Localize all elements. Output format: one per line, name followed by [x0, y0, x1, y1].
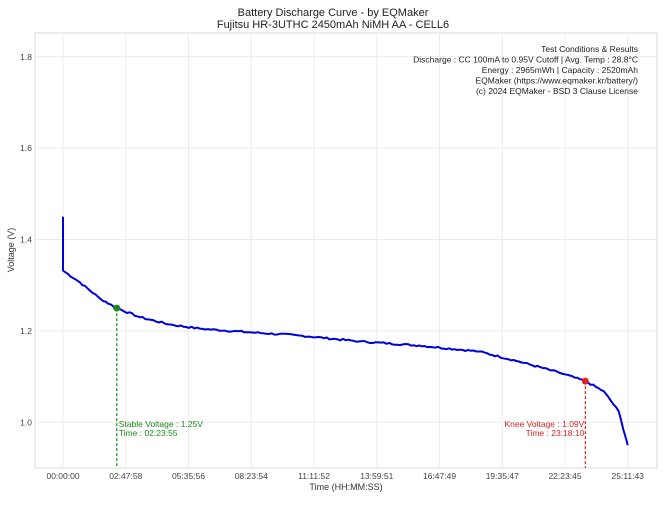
- grid: [35, 33, 657, 468]
- marker-lines: [116, 308, 586, 468]
- y-tick-label: 1.2: [20, 326, 32, 336]
- x-tick-label: 02:47:58: [109, 471, 142, 481]
- x-tick-label: 08:23:54: [235, 471, 268, 481]
- info-line: Test Conditions & Results: [541, 44, 638, 54]
- info-line: (c) 2024 EQMaker - BSD 3 Clause License: [476, 86, 638, 96]
- plot-frame: [34, 32, 658, 469]
- knee-time-label: Time : 23:18:10: [526, 428, 585, 438]
- info-line: EQMaker (https://www.eqmaker.kr/battery/…: [476, 76, 639, 86]
- y-axis-label: Voltage (V): [6, 228, 16, 273]
- x-tick-label: 13:59:51: [360, 471, 393, 481]
- x-tick-label: 00:00:00: [46, 471, 79, 481]
- x-axis-label: Time (HH:MM:SS): [309, 482, 382, 492]
- stable-marker-point: [113, 304, 121, 312]
- chart-subtitle: Fujitsu HR-3UTHC 2450mAh NiMH AA - CELL6: [217, 19, 449, 31]
- x-tick-label: 05:35:56: [172, 471, 205, 481]
- tick-labels: 00:00:00 02:47:58 05:35:56 08:23:54 11:11:52…: [20, 52, 644, 481]
- y-tick-label: 1.0: [20, 417, 32, 427]
- knee-voltage-label: Knee Voltage : 1.09V: [504, 419, 584, 429]
- stable-voltage-label: Stable Voltage : 1.25V: [119, 419, 203, 429]
- x-tick-label: 16:47:49: [423, 471, 456, 481]
- info-line: Discharge : CC 100mA to 0.95V Cutoff | A…: [413, 55, 638, 65]
- info-line: Energy : 2965mWh | Capacity : 2520mAh: [482, 65, 639, 75]
- chart-title: Battery Discharge Curve - by EQMaker: [238, 7, 429, 19]
- discharge-curve: [62, 216, 629, 446]
- x-tick-label: 22:23:45: [548, 471, 581, 481]
- x-tick-label: 19:35:47: [486, 471, 519, 481]
- knee-marker-point: [581, 377, 589, 385]
- stable-time-label: Time : 02:23:55: [119, 428, 178, 438]
- y-tick-label: 1.4: [20, 235, 32, 245]
- y-tick-label: 1.6: [20, 143, 32, 153]
- x-tick-label: 11:11:52: [298, 471, 330, 481]
- y-tick-label: 1.8: [20, 52, 32, 62]
- x-tick-label: 25:11:43: [612, 471, 645, 481]
